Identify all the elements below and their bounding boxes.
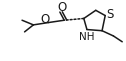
Text: O: O [40, 13, 49, 26]
Text: NH: NH [79, 32, 94, 42]
Text: O: O [57, 1, 66, 14]
Text: S: S [106, 8, 113, 21]
